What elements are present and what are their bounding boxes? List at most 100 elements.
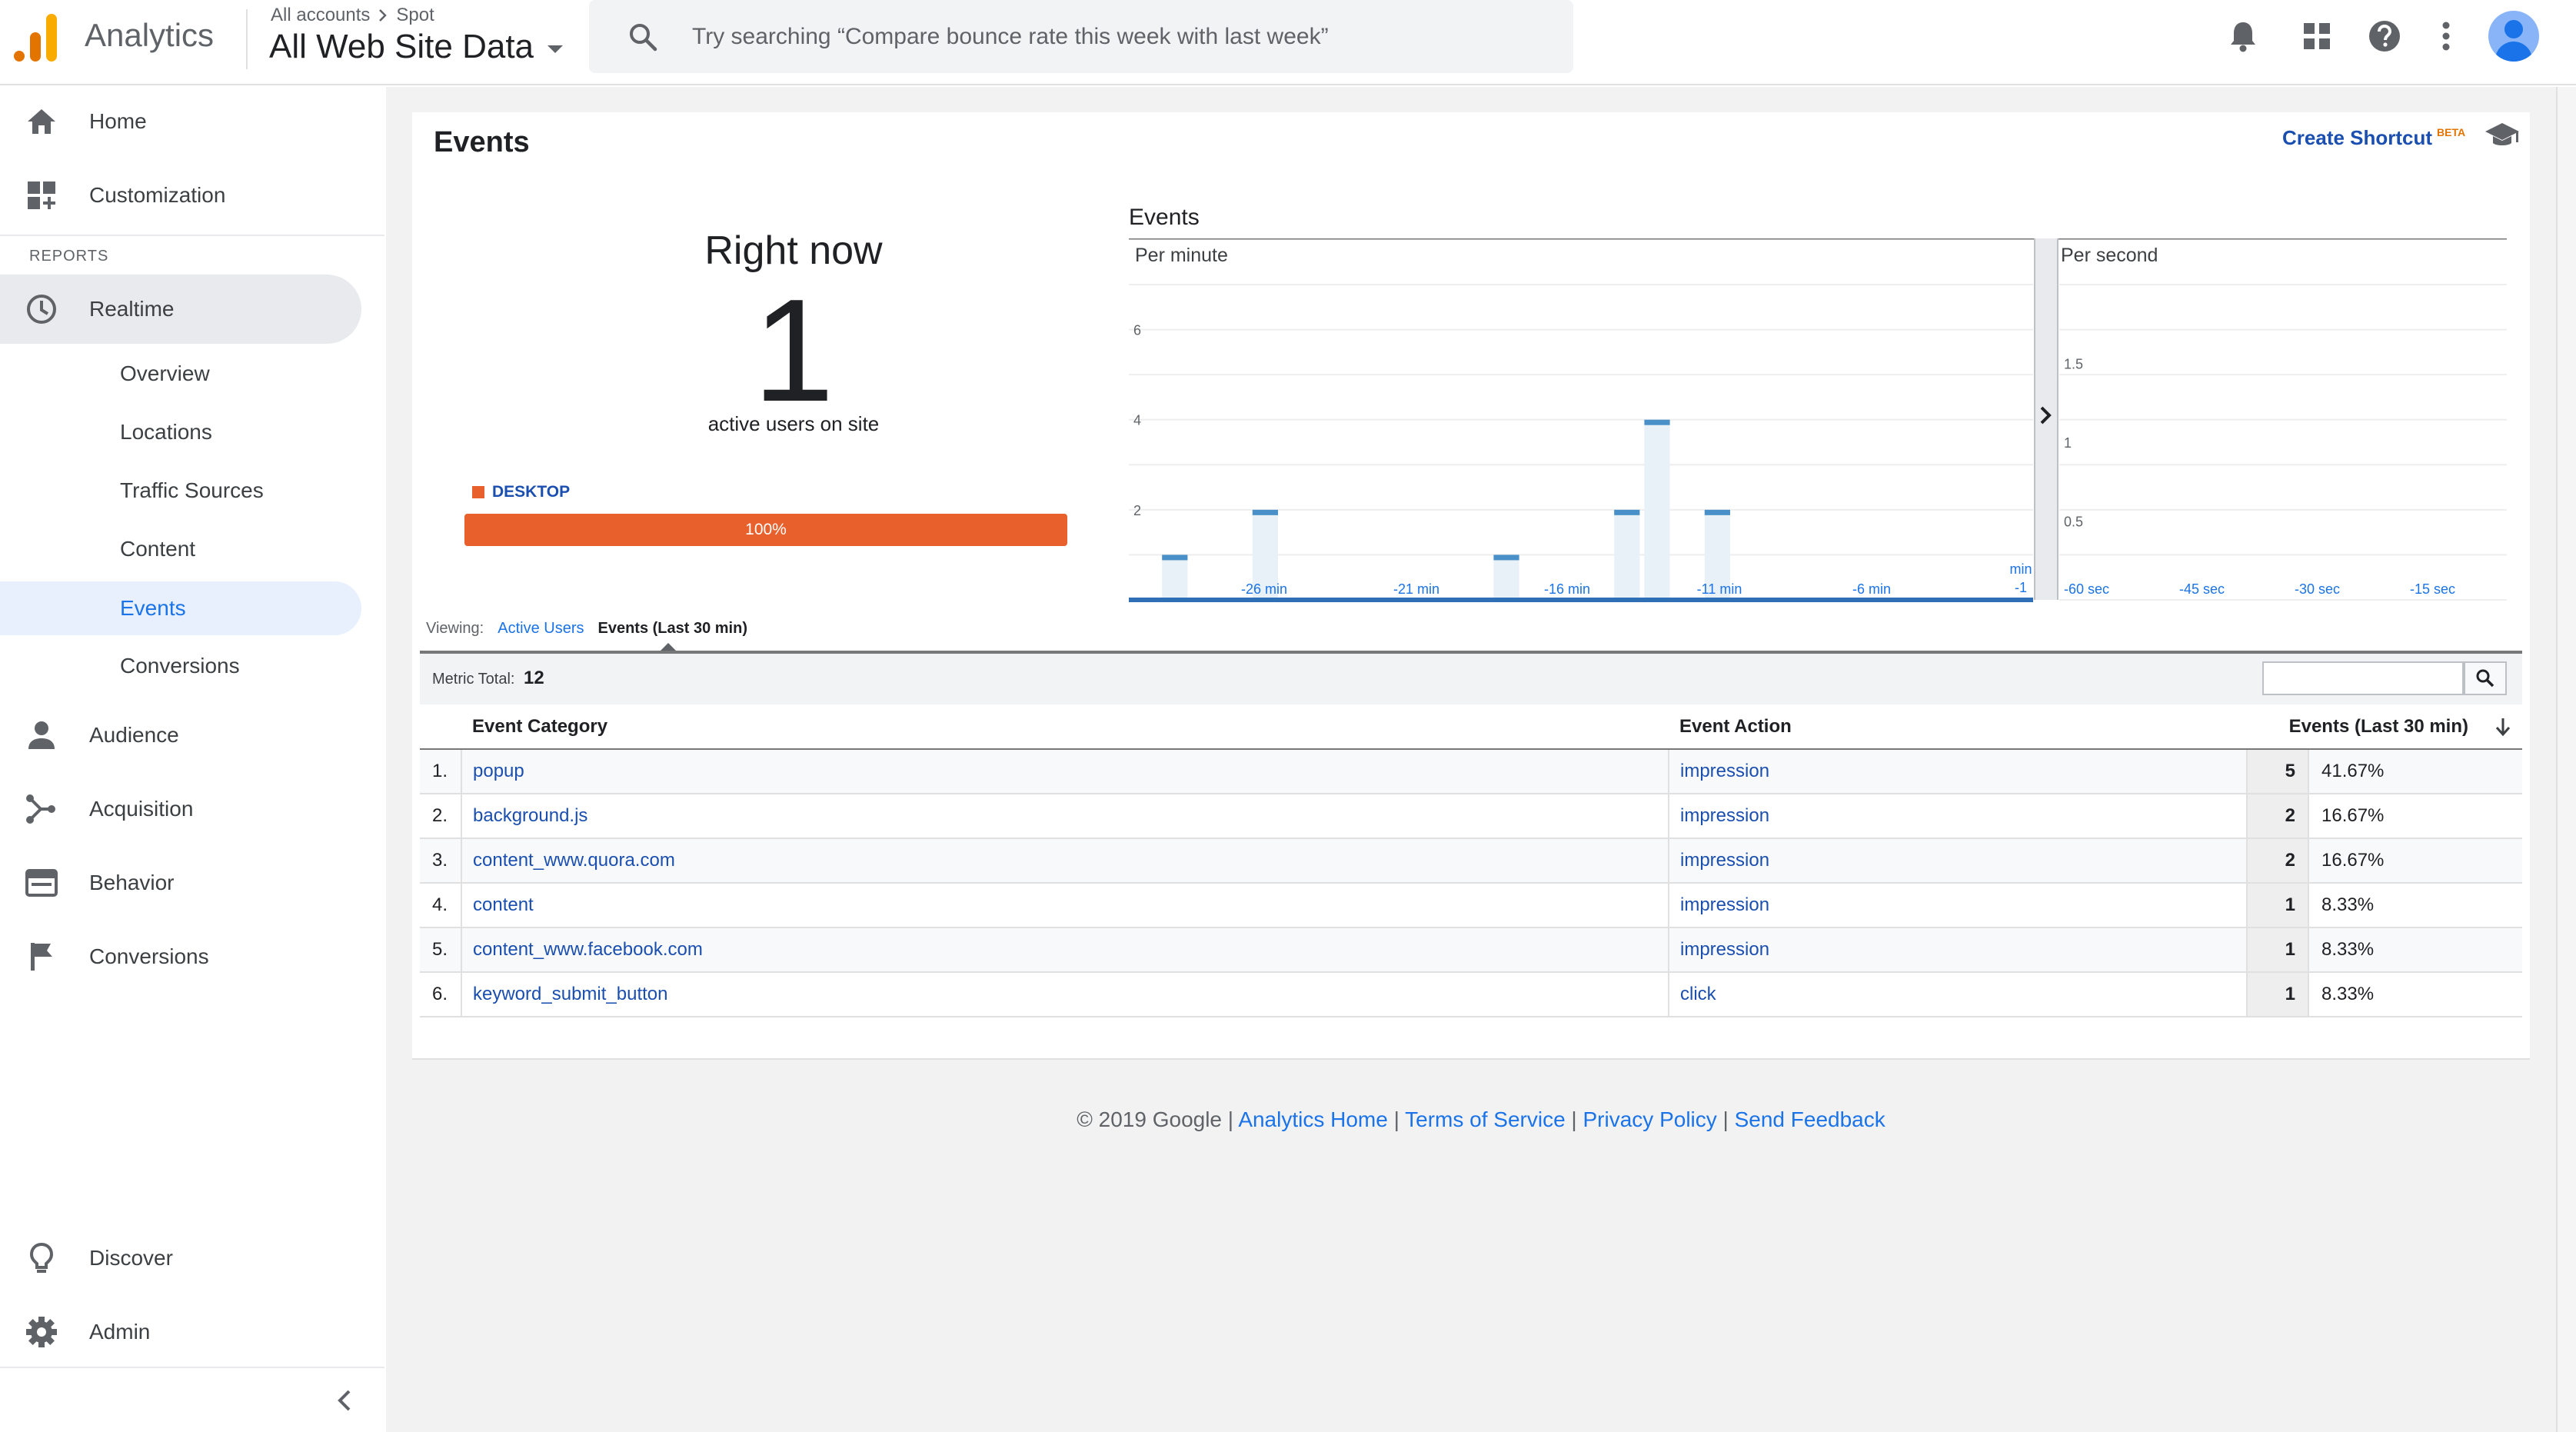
table-row: 1. popup impression 5 41.67% bbox=[420, 749, 2522, 794]
sidebar-item-home[interactable]: Home bbox=[0, 87, 361, 156]
sidebar-subitem-locations[interactable]: Locations bbox=[0, 405, 361, 459]
sidebar-subitem-conversions[interactable]: Conversions bbox=[0, 639, 361, 693]
sidebar-subitem-events[interactable]: Events bbox=[0, 581, 361, 635]
sidebar-item-label: Acquisition bbox=[89, 797, 194, 821]
footer-separator: | bbox=[1222, 1107, 1239, 1131]
col-event-category-header[interactable]: Event Category bbox=[461, 704, 1669, 750]
sidebar-item-audience[interactable]: Audience bbox=[0, 701, 361, 770]
sort-desc-arrow-icon[interactable] bbox=[2494, 717, 2511, 737]
footer-link-feedback[interactable]: Send Feedback bbox=[1734, 1107, 1885, 1131]
bar-cap--29 bbox=[1162, 554, 1188, 561]
sidebar-item-conversions[interactable]: Conversions bbox=[0, 922, 361, 991]
event-percent: 8.33% bbox=[2308, 883, 2522, 928]
x-tick-label: -21 min bbox=[1393, 581, 1439, 597]
event-category-link[interactable]: keyword_submit_button bbox=[473, 984, 668, 1004]
analytics-logo-icon[interactable] bbox=[14, 12, 58, 62]
header-divider bbox=[246, 9, 248, 69]
event-category-link[interactable]: content_www.quora.com bbox=[473, 850, 675, 871]
footer-link-terms[interactable]: Terms of Service bbox=[1405, 1107, 1566, 1131]
caret-down-icon bbox=[547, 45, 564, 53]
active-tab-pointer bbox=[661, 643, 677, 651]
create-shortcut-label: Create Shortcut bbox=[2282, 126, 2433, 149]
viewing-label: Viewing: bbox=[426, 620, 484, 637]
per-second-x-axis: -60 sec -45 sec -30 sec -15 sec bbox=[2064, 581, 2455, 597]
app-header: Analytics All accounts Spot All Web Site… bbox=[0, 0, 2576, 85]
per-second-grid bbox=[2059, 284, 2507, 601]
help-icon[interactable] bbox=[2367, 18, 2402, 54]
search-input[interactable] bbox=[692, 15, 1538, 58]
row-index: 2. bbox=[420, 794, 462, 839]
sidebar-item-label: Customization bbox=[89, 183, 226, 207]
events-chart-svg: Per minute Per second 2 4 6 0.5 1 1.5 -26 mi… bbox=[1129, 237, 2507, 602]
breadcrumb[interactable]: All accounts Spot bbox=[271, 5, 434, 26]
col-event-action-header[interactable]: Event Action bbox=[1669, 704, 2247, 750]
breadcrumb-account-spot[interactable]: Spot bbox=[396, 5, 434, 25]
col-events-label: Events (Last 30 min) bbox=[2288, 715, 2468, 737]
table-row: 5. content_www.facebook.com impression 1… bbox=[420, 927, 2522, 973]
more-vert-icon[interactable] bbox=[2428, 18, 2464, 54]
app-name[interactable]: Analytics bbox=[85, 17, 215, 53]
search-icon bbox=[630, 24, 657, 52]
sidebar-item-acquisition[interactable]: Acquisition bbox=[0, 774, 361, 844]
sidebar-item-label: Admin bbox=[89, 1320, 151, 1344]
event-action-link[interactable]: impression bbox=[1680, 761, 1770, 781]
event-action-link[interactable]: impression bbox=[1680, 850, 1770, 871]
metric-total: Metric Total: 12 bbox=[432, 668, 544, 689]
event-action-link[interactable]: impression bbox=[1680, 805, 1770, 826]
view-events-tab[interactable]: Events (Last 30 min) bbox=[597, 620, 747, 651]
right-now-heading: Right now bbox=[704, 228, 883, 273]
sidebar-item-label: Home bbox=[89, 109, 147, 133]
graduation-cap-icon[interactable] bbox=[2484, 120, 2521, 151]
event-action-link[interactable]: impression bbox=[1680, 939, 1770, 960]
sidebar-subitem-content[interactable]: Content bbox=[0, 522, 361, 576]
x-tick-label: -45 sec bbox=[2179, 581, 2225, 597]
sidebar-item-customization[interactable]: Customization bbox=[0, 161, 361, 230]
clock-icon bbox=[25, 292, 58, 326]
home-icon bbox=[25, 105, 58, 138]
event-category-link[interactable]: background.js bbox=[473, 805, 588, 826]
row-index: 4. bbox=[420, 883, 462, 928]
sidebar-subitem-overview[interactable]: Overview bbox=[0, 347, 361, 401]
sidebar-item-discover[interactable]: Discover bbox=[0, 1224, 361, 1293]
sidebar-item-behavior[interactable]: Behavior bbox=[0, 848, 361, 917]
sidebar-item-label: Behavior bbox=[89, 871, 175, 894]
active-users-count: 1 bbox=[753, 269, 834, 432]
page-scrollbar[interactable] bbox=[2556, 87, 2576, 1432]
footer-link-privacy[interactable]: Privacy Policy bbox=[1583, 1107, 1717, 1131]
chevron-right-icon[interactable] bbox=[2040, 406, 2052, 425]
page-footer: © 2019 Google | Analytics Home | Terms o… bbox=[386, 1107, 2576, 1132]
sidebar-subitem-traffic-sources[interactable]: Traffic Sources bbox=[0, 464, 361, 518]
collapse-sidebar-chevron-icon[interactable] bbox=[329, 1385, 360, 1416]
bar--26 bbox=[1252, 509, 1278, 600]
sidebar-item-label: Audience bbox=[89, 723, 179, 747]
sidebar-subitem-label: Overview bbox=[120, 361, 210, 385]
table-filter-input[interactable] bbox=[2262, 661, 2464, 695]
table-filter-button[interactable] bbox=[2464, 661, 2507, 695]
event-action-link[interactable]: click bbox=[1680, 984, 1716, 1004]
event-action-link[interactable]: impression bbox=[1680, 894, 1770, 915]
apps-grid-icon[interactable] bbox=[2299, 18, 2335, 54]
event-category-link[interactable]: content bbox=[473, 894, 534, 915]
event-category-link[interactable]: content_www.facebook.com bbox=[473, 939, 703, 960]
sidebar-item-admin[interactable]: Admin bbox=[0, 1297, 361, 1367]
search-box[interactable] bbox=[589, 0, 1573, 73]
breadcrumb-accounts[interactable]: All accounts bbox=[271, 5, 371, 25]
event-category-link[interactable]: popup bbox=[473, 761, 524, 781]
table-header-row: Event Category Event Action Events (Last… bbox=[420, 704, 2522, 750]
bar-cap--14 bbox=[1614, 509, 1640, 515]
footer-link-analytics-home[interactable]: Analytics Home bbox=[1238, 1107, 1388, 1131]
view-active-users-link[interactable]: Active Users bbox=[498, 620, 584, 637]
row-index: 6. bbox=[420, 972, 462, 1017]
device-label: DESKTOP bbox=[492, 483, 571, 501]
device-share-fill: 100% bbox=[464, 514, 1067, 546]
col-events-header[interactable]: Events (Last 30 min) bbox=[2247, 704, 2522, 750]
sidebar-item-realtime[interactable]: Realtime bbox=[0, 275, 361, 344]
sidebar-subitem-label: Traffic Sources bbox=[120, 478, 264, 502]
x-tick-label: -16 min bbox=[1544, 581, 1590, 597]
account-avatar[interactable] bbox=[2488, 11, 2539, 62]
notifications-bell-icon[interactable] bbox=[2225, 18, 2261, 54]
property-selector[interactable]: All Web Site Data bbox=[269, 28, 564, 66]
footer-separator: | bbox=[1565, 1107, 1583, 1131]
event-count: 1 bbox=[2247, 927, 2309, 973]
create-shortcut-link[interactable]: Create Shortcut BETA bbox=[2282, 126, 2465, 150]
